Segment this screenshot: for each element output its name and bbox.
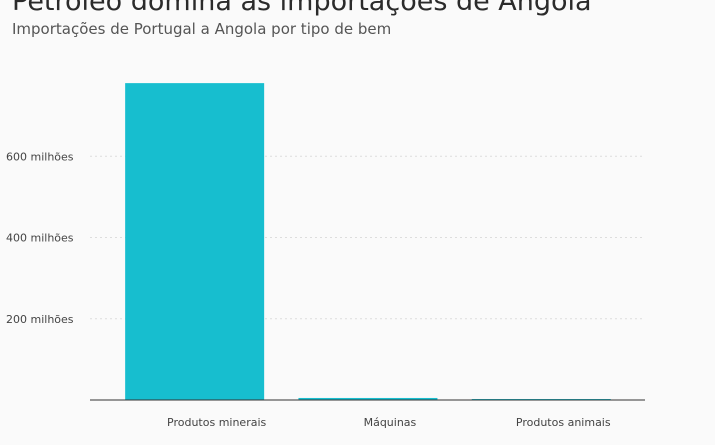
x-tick-label: Produtos animais	[516, 416, 611, 429]
y-tick-label: 200 milhões	[6, 313, 74, 326]
bar	[125, 83, 265, 400]
bar	[298, 397, 438, 400]
chart-title: Petróleo domina as importações de Angola	[12, 0, 592, 17]
bars	[125, 83, 611, 400]
x-tick-label: Produtos minerais	[167, 416, 267, 429]
x-tick-label: Máquinas	[364, 416, 417, 429]
x-tick-labels: Produtos minerais Máquinas Produtos animai…	[167, 416, 611, 429]
y-tick-labels: 200 milhões 400 milhões 600 milhões	[6, 150, 74, 326]
y-tick-label: 600 milhões	[6, 150, 74, 163]
chart-subtitle: Importações de Portugal a Angola por tip…	[12, 20, 392, 38]
y-tick-label: 400 milhões	[6, 232, 74, 245]
